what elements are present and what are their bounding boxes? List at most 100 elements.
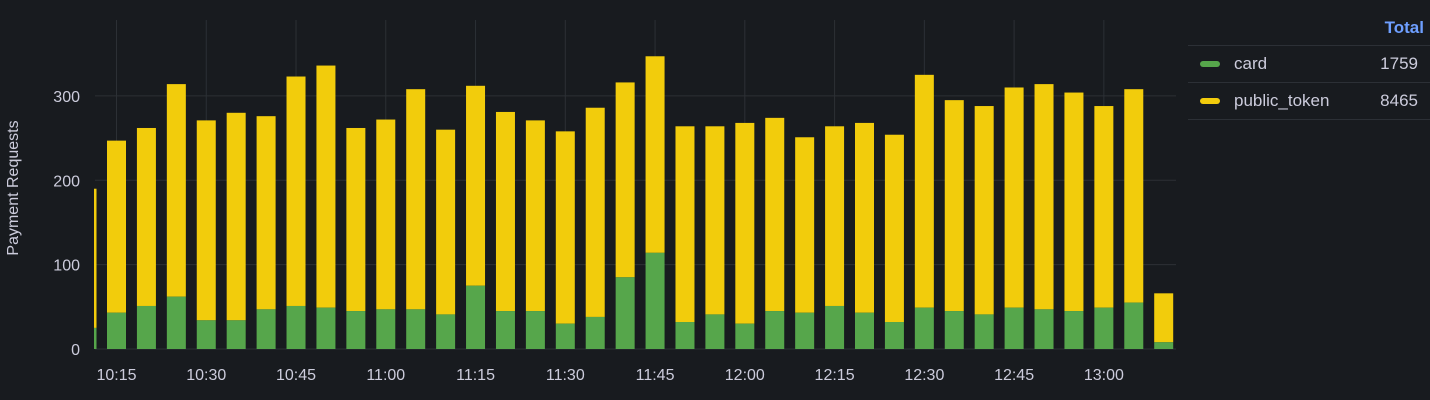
bar-segment-card bbox=[316, 307, 336, 349]
bar-segment-public-token bbox=[525, 120, 545, 312]
bar-segment-public-token bbox=[735, 122, 755, 324]
bar-segment-card bbox=[825, 305, 845, 349]
bar-segment-public-token bbox=[346, 127, 366, 312]
bar-segment-public-token bbox=[585, 107, 605, 317]
bar-segment-card bbox=[196, 320, 216, 349]
bar-segment-public-token bbox=[107, 140, 126, 313]
bar-segment-public-token bbox=[1094, 106, 1114, 308]
bar-segment-public-token bbox=[825, 126, 845, 306]
bar-segment-card bbox=[1124, 302, 1144, 349]
x-tick-label: 12:15 bbox=[815, 367, 855, 384]
bar-segment-public-token bbox=[1124, 89, 1144, 303]
bar-segment-card bbox=[525, 311, 545, 349]
bar-segment-card bbox=[855, 312, 874, 349]
bar-segment-card bbox=[466, 285, 486, 349]
bar-segment-card bbox=[1064, 311, 1084, 349]
bar-segment-card bbox=[615, 277, 635, 349]
legend: Total card 1759 public_token 8465 bbox=[1188, 10, 1430, 120]
x-tick-label: 10:15 bbox=[96, 367, 136, 384]
y-tick-label: 0 bbox=[71, 342, 80, 359]
bar-segment-card bbox=[675, 322, 695, 349]
x-tick-label: 11:00 bbox=[366, 367, 405, 384]
bar-segment-card bbox=[256, 309, 276, 349]
legend-item-total: 1759 bbox=[1380, 54, 1418, 73]
legend-swatch-public-token bbox=[1200, 98, 1220, 104]
bar-segment-public-token bbox=[675, 126, 695, 323]
x-tick-label: 11:45 bbox=[636, 367, 675, 384]
bar-segment-card bbox=[795, 312, 815, 349]
bar-segment-public-token bbox=[555, 131, 575, 324]
bar-segment-card bbox=[1004, 307, 1024, 349]
bar-segment-public-token bbox=[136, 127, 156, 306]
x-tick-label: 12:30 bbox=[904, 367, 944, 384]
bar-segment-card bbox=[1034, 309, 1054, 349]
bar-segment-public-token bbox=[376, 119, 396, 310]
bar-segment-card bbox=[705, 314, 725, 349]
bar-segment-public-token bbox=[196, 120, 216, 321]
bar-segment-card bbox=[914, 307, 934, 349]
bar-segment-public-token bbox=[944, 100, 964, 312]
bar-segment-card bbox=[555, 323, 575, 349]
bar-segment-card bbox=[376, 309, 396, 349]
x-tick-label: 12:45 bbox=[994, 367, 1034, 384]
bar-segment-card bbox=[136, 305, 156, 349]
bar-segment-card bbox=[107, 312, 126, 349]
legend-item-label: card bbox=[1234, 54, 1268, 73]
y-tick-label: 100 bbox=[53, 258, 80, 275]
bar-segment-card bbox=[406, 309, 426, 349]
bar-segment-public-token bbox=[705, 126, 725, 315]
bar-segment-card bbox=[944, 311, 964, 349]
bar-segment-public-token bbox=[286, 76, 306, 306]
bars-group bbox=[94, 56, 1174, 349]
bar-segment-public-token bbox=[1034, 84, 1054, 310]
bar-segment-card bbox=[346, 311, 366, 349]
legend-total-label: Total bbox=[1384, 17, 1424, 37]
legend-item-card[interactable]: card 1759 bbox=[1188, 46, 1430, 83]
bar-segment-card bbox=[974, 314, 994, 349]
bar-segment-public-token bbox=[1004, 87, 1024, 308]
bar-segment-public-token bbox=[765, 117, 785, 312]
x-tick-label: 11:30 bbox=[546, 367, 585, 384]
bar-segment-card bbox=[1154, 342, 1174, 349]
x-tick-label: 10:45 bbox=[276, 367, 316, 384]
legend-item-total: 8465 bbox=[1380, 91, 1418, 110]
bar-segment-public-token bbox=[884, 134, 904, 323]
y-axis-ticks: 0 100 200 300 bbox=[53, 89, 80, 359]
legend-swatch-card bbox=[1200, 61, 1220, 67]
y-tick-label: 200 bbox=[53, 173, 80, 190]
stacked-bar-chart: 0 100 200 300 10:15 10:30 10:45 11:00 11:15 11:3… bbox=[5, 20, 1176, 384]
legend-item-public-token[interactable]: public_token 8465 bbox=[1188, 83, 1430, 120]
y-axis-label: Payment Requests bbox=[5, 120, 22, 255]
bar-segment-public-token bbox=[914, 74, 934, 308]
bar-segment-public-token bbox=[645, 56, 665, 253]
bar-segment-card bbox=[226, 320, 246, 349]
bar-segment-public-token bbox=[615, 82, 635, 278]
bar-segment-public-token bbox=[316, 65, 336, 308]
bar-segment-public-token bbox=[495, 111, 515, 312]
bar-segment-public-token bbox=[974, 106, 994, 315]
bar-segment-public-token bbox=[1154, 293, 1174, 343]
bar-segment-card bbox=[286, 305, 306, 349]
bar-segment-public-token bbox=[166, 84, 186, 297]
legend-total-header[interactable]: Total bbox=[1188, 10, 1430, 46]
x-tick-label: 12:00 bbox=[725, 367, 765, 384]
x-tick-label: 11:15 bbox=[456, 367, 495, 384]
bar-segment-public-token bbox=[466, 85, 486, 286]
bar-segment-public-token bbox=[94, 188, 97, 328]
bar-segment-card bbox=[585, 316, 605, 349]
x-tick-label: 10:30 bbox=[186, 367, 226, 384]
legend-item-label: public_token bbox=[1234, 91, 1330, 110]
bar-segment-card bbox=[884, 322, 904, 349]
bar-segment-card bbox=[735, 323, 755, 349]
bar-segment-card bbox=[436, 314, 456, 349]
bar-segment-card bbox=[765, 311, 785, 349]
bar-segment-public-token bbox=[795, 137, 815, 313]
bar-segment-card bbox=[645, 252, 665, 349]
y-tick-label: 300 bbox=[53, 89, 80, 106]
bar-segment-card bbox=[495, 311, 515, 349]
x-axis-ticks: 10:15 10:30 10:45 11:00 11:15 11:30 11:45 12:00… bbox=[96, 367, 1124, 384]
bar-segment-public-token bbox=[226, 112, 246, 321]
bar-segment-card bbox=[1094, 307, 1114, 349]
bar-segment-public-token bbox=[855, 122, 874, 313]
bar-segment-public-token bbox=[436, 129, 456, 315]
